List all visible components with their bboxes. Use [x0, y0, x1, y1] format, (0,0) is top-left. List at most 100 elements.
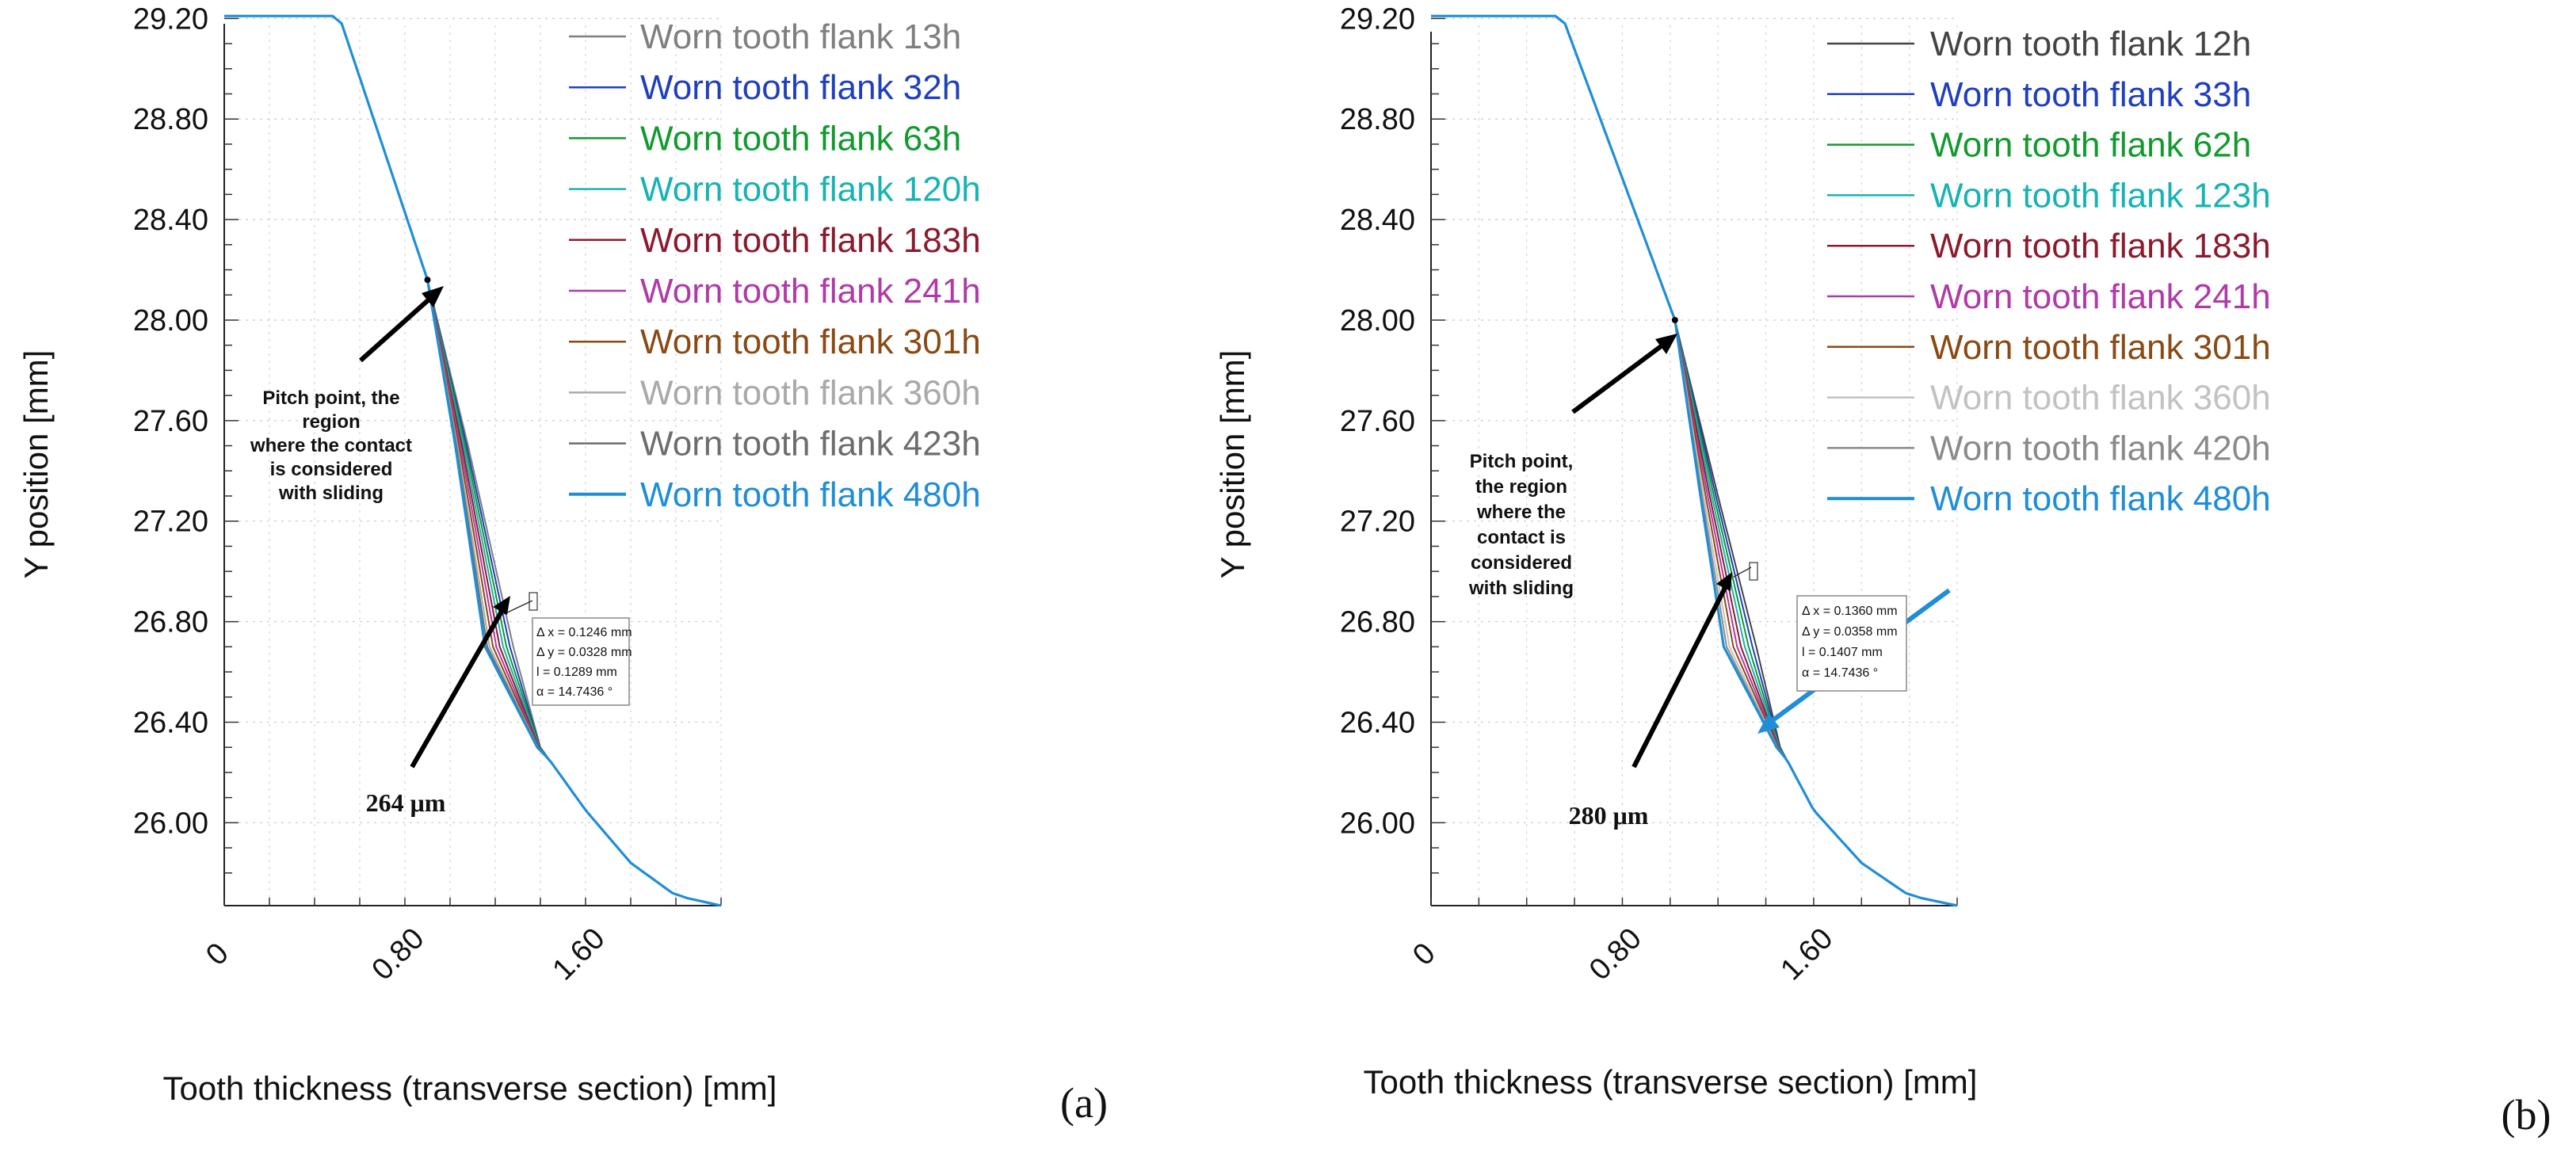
measure-segment	[503, 600, 533, 615]
depth-arrowhead	[493, 596, 510, 615]
x-ticks: 0 0.80 1.60	[1406, 898, 1958, 987]
legend-entry: Worn tooth flank 480h	[1930, 479, 2271, 518]
measure-dx: Δ x = 0.1246 mm	[536, 626, 632, 639]
measure-marker	[1749, 562, 1758, 581]
annotation-line: contact is	[1477, 527, 1566, 548]
y-tick-label: 27.60	[1340, 405, 1415, 438]
y-tick-label: 27.60	[133, 405, 208, 438]
x-tick-label: 0	[200, 937, 235, 972]
legend-entry: Worn tooth flank 183h	[640, 221, 981, 260]
x-axis-title: Tooth thickness (transverse section) [mm…	[1364, 1063, 1978, 1101]
measurement-box: Δ x = 0.1246 mm Δ y = 0.0328 mm l = 0.12…	[532, 617, 632, 706]
legend: Worn tooth flank 13h Worn tooth flank 32h…	[569, 17, 981, 514]
y-tick-label: 28.00	[1340, 304, 1415, 338]
series-line	[1431, 14, 1958, 907]
depth-label: 280 μm	[1569, 801, 1649, 830]
panel-label: (a)	[1060, 1079, 1108, 1127]
annotation-line: is considered	[270, 459, 393, 480]
measure-segment	[1733, 567, 1752, 578]
measurement-box: Δ x = 0.1360 mm Δ y = 0.0358 mm l = 0.14…	[1796, 595, 1907, 692]
measurement-box-frame	[1796, 595, 1907, 692]
legend-entry: Worn tooth flank 241h	[1930, 277, 2271, 316]
chart-panel-b: 26.00 26.40 26.80 27.20 27.60 28.00 28.40 28.80…	[1214, 2, 2551, 1139]
legend-entry: Worn tooth flank 301h	[1930, 328, 2271, 367]
legend-entry: Worn tooth flank 301h	[640, 322, 981, 361]
y-tick-label: 26.80	[1340, 606, 1415, 639]
legend-entry: Worn tooth flank 62h	[1930, 126, 2251, 165]
annotation-line: Pitch point, the	[262, 387, 399, 409]
y-tick-label: 27.20	[1340, 506, 1415, 539]
legend-pointer-arrowhead	[1757, 713, 1780, 734]
annotation-line: with sliding	[278, 483, 384, 504]
x-tick-label: 0.80	[366, 922, 431, 987]
depth-arrow	[410, 609, 505, 769]
x-tick-label: 0	[1406, 937, 1442, 972]
legend-entry: Worn tooth flank 420h	[1930, 429, 2271, 467]
y-ticks: 26.00 26.40 26.80 27.20 27.60 28.00 28.40 28.80…	[133, 2, 239, 874]
panel-label: (b)	[2502, 1091, 2551, 1139]
measure-length: l = 0.1407 mm	[1802, 646, 1883, 659]
depth-label: 264 μm	[366, 788, 446, 817]
depth-arrowhead	[1716, 572, 1732, 591]
measure-dy: Δ y = 0.0358 mm	[1802, 625, 1898, 639]
x-axis-title: Tooth thickness (transverse section) [mm…	[163, 1070, 777, 1107]
annotation-line: where the	[1476, 502, 1566, 523]
measurement-box-frame	[532, 617, 630, 706]
y-tick-label: 26.00	[133, 807, 208, 840]
y-tick-label: 26.40	[133, 706, 208, 739]
pitch-point-arrow	[1571, 340, 1668, 414]
pitch-point-marker	[1671, 316, 1678, 323]
y-tick-label: 26.00	[1340, 807, 1415, 840]
y-ticks: 26.00 26.40 26.80 27.20 27.60 28.00 28.40 28.80…	[1340, 2, 1445, 874]
legend-entry: Worn tooth flank 480h	[640, 475, 981, 514]
grid-lines	[224, 17, 722, 906]
chart-panel-a: 26.00 26.40 26.80 27.20 27.60 28.00 28.40 28.80…	[17, 2, 1108, 1127]
measure-angle: α = 14.7436 °	[1802, 666, 1878, 680]
y-tick-label: 28.80	[1340, 103, 1415, 136]
y-tick-label: 28.40	[133, 204, 208, 237]
pitch-point-arrowhead	[422, 286, 444, 307]
measure-length: l = 0.1289 mm	[536, 666, 617, 679]
pitch-point-annotation: Pitch point, the region where the contac…	[250, 387, 412, 504]
curve-group	[1431, 14, 1958, 907]
legend-entry: Worn tooth flank 183h	[1930, 227, 2271, 265]
measure-dx: Δ x = 0.1360 mm	[1802, 605, 1898, 618]
pitch-point-arrowhead	[1655, 334, 1677, 354]
annotation-line: considered	[1471, 552, 1572, 574]
y-tick-label: 27.20	[133, 506, 208, 539]
pitch-point-annotation: Pitch point, the region where the contac…	[1468, 451, 1574, 599]
legend-entry: Worn tooth flank 360h	[640, 373, 981, 412]
x-tick-label: 1.60	[547, 922, 612, 987]
legend-entry: Worn tooth flank 32h	[640, 68, 961, 107]
y-tick-label: 28.80	[133, 103, 208, 136]
pitch-point-marker	[424, 277, 431, 284]
legend-entry: Worn tooth flank 12h	[1930, 25, 2251, 63]
measure-angle: α = 14.7436 °	[536, 685, 613, 699]
legend-entry: Worn tooth flank 360h	[1930, 379, 2271, 418]
legend-entry: Worn tooth flank 123h	[1930, 176, 2271, 215]
legend: Worn tooth flank 12h Worn tooth flank 33h…	[1827, 25, 2271, 518]
depth-arrow	[1631, 585, 1728, 769]
curve-group	[224, 14, 722, 907]
y-tick-label: 28.00	[133, 304, 208, 338]
pitch-point-arrow	[359, 292, 436, 363]
annotation-line: where the contact	[250, 435, 412, 456]
grid-lines	[1431, 17, 1958, 906]
annotation-line: with sliding	[1468, 578, 1574, 599]
annotation-line: the region	[1475, 476, 1567, 498]
y-axis-title: Y position [mm]	[1214, 350, 1251, 579]
legend-entry: Worn tooth flank 120h	[640, 170, 981, 209]
x-tick-label: 1.60	[1774, 922, 1839, 987]
y-axis-title: Y position [mm]	[17, 350, 55, 579]
legend-entry: Worn tooth flank 423h	[640, 425, 981, 464]
legend-entry: Worn tooth flank 13h	[640, 17, 961, 56]
y-tick-label: 26.40	[1340, 706, 1415, 739]
annotation-line: region	[302, 411, 360, 433]
y-tick-label: 26.80	[133, 606, 208, 639]
measure-dy: Δ y = 0.0328 mm	[536, 646, 632, 659]
series-line	[224, 14, 722, 907]
x-tick-label: 0.80	[1583, 922, 1648, 987]
legend-entry: Worn tooth flank 33h	[1930, 75, 2251, 114]
legend-entry: Worn tooth flank 63h	[640, 119, 961, 158]
